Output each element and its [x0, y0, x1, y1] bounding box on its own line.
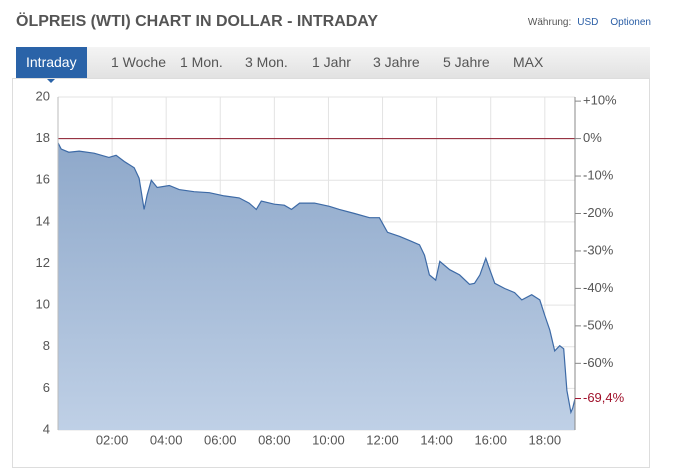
y-tick-label: 14 [36, 213, 50, 228]
chart-title: ÖLPREIS (WTI) CHART IN DOLLAR - INTRADAY [16, 13, 379, 30]
y2-tick-label: -20% [583, 205, 614, 220]
y2-tick-label: -50% [583, 317, 614, 332]
tab-bar: Intraday 1 Woche 1 Mon. 3 Mon. 1 Jahr 3 Jahre… [16, 47, 650, 83]
y2-tick-label: -30% [583, 242, 614, 257]
y-tick-label: 8 [43, 338, 50, 353]
y2-tick-label: -60% [583, 355, 614, 370]
tab[interactable]: 1 Jahr [312, 54, 351, 70]
y2-tick-label: +10% [583, 93, 617, 108]
x-tick-label: 18:00 [529, 432, 562, 447]
x-tick-label: 02:00 [96, 432, 129, 447]
currency-link[interactable]: USD [577, 17, 599, 28]
x-tick-label: 04:00 [150, 432, 183, 447]
currency-label: Währung: [527, 17, 572, 28]
tab[interactable]: 3 Mon. [245, 54, 288, 70]
options-link[interactable]: Optionen [610, 17, 651, 28]
tab[interactable]: 1 Woche [111, 54, 166, 70]
last-value-label: -69,4% [583, 390, 625, 405]
currency-bar: Währung: USD Optionen [528, 17, 651, 28]
area-fill [58, 142, 575, 431]
tab[interactable]: 5 Jahre [443, 54, 490, 70]
y2-tick-label: 0% [583, 130, 602, 145]
x-tick-label: 06:00 [204, 432, 237, 447]
x-tick-label: 10:00 [312, 432, 345, 447]
y-tick-label: 18 [36, 130, 50, 145]
x-tick-label: 08:00 [258, 432, 291, 447]
tab[interactable]: MAX [513, 54, 544, 70]
y-tick-label: 20 [36, 88, 50, 103]
price-line [57, 142, 576, 415]
y2-tick-label: -10% [583, 167, 614, 182]
y2-tick-label: -40% [583, 280, 614, 295]
y-tick-label: 12 [36, 255, 50, 270]
tab[interactable]: Intraday [16, 47, 87, 83]
tab[interactable]: 1 Mon. [180, 54, 223, 70]
x-tick-label: 16:00 [474, 432, 507, 447]
y-tick-label: 16 [36, 172, 50, 187]
y-tick-label: 6 [43, 380, 50, 395]
x-tick-label: 14:00 [420, 432, 453, 447]
x-tick-label: 12:00 [366, 432, 399, 447]
y-tick-label: 4 [43, 421, 50, 436]
y-tick-label: 10 [36, 297, 50, 312]
tab[interactable]: 3 Jahre [373, 54, 420, 70]
